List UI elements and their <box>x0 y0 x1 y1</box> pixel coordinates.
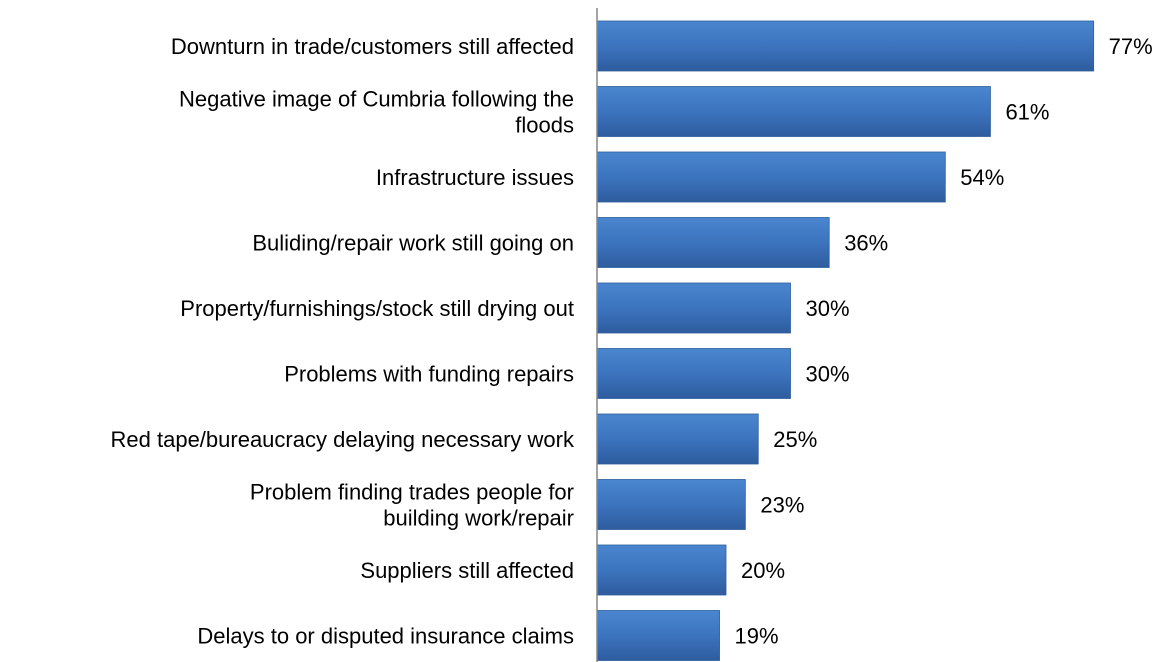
value-label-5: 30% <box>806 296 850 321</box>
bar-7 <box>596 413 759 465</box>
value-label-9: 20% <box>741 558 785 583</box>
category-label-2: Negative image of Cumbria following the f… <box>179 87 574 138</box>
category-label-9: Suppliers still affected <box>360 558 574 583</box>
bar-1 <box>596 20 1095 72</box>
category-label-1: Downturn in trade/customers still affect… <box>171 34 574 59</box>
bar-2 <box>596 86 991 137</box>
value-label-10: 19% <box>735 624 779 649</box>
bars-group <box>596 20 1095 661</box>
bar-3 <box>596 151 946 203</box>
category-label-6: Problems with funding repairs <box>284 362 574 387</box>
bar-4 <box>596 217 830 268</box>
category-labels-group: Downturn in trade/customers still affect… <box>111 34 575 649</box>
bar-10 <box>596 610 720 661</box>
bar-5 <box>596 282 791 334</box>
value-label-2: 61% <box>1005 100 1049 125</box>
value-label-6: 30% <box>806 362 850 387</box>
value-label-8: 23% <box>760 493 804 518</box>
value-label-1: 77% <box>1109 34 1153 59</box>
category-label-3: Infrastructure issues <box>376 165 574 190</box>
category-label-4: Buliding/repair work still going on <box>252 231 574 256</box>
bar-9 <box>596 544 727 596</box>
category-label-7: Red tape/bureaucracy delaying necessary … <box>111 427 575 452</box>
bar-6 <box>596 348 791 399</box>
category-label-8: Problem finding trades people for buildin… <box>250 480 574 531</box>
value-labels-group: 77% 61% 54% 36% 30% 30% 25% 23% 20% 19% <box>735 34 1153 649</box>
value-label-3: 54% <box>960 165 1004 190</box>
category-label-5: Property/furnishings/stock still drying … <box>180 296 574 321</box>
bar-8 <box>596 479 746 530</box>
value-label-4: 36% <box>844 231 888 256</box>
value-label-7: 25% <box>773 427 817 452</box>
category-label-10: Delays to or disputed insurance claims <box>197 624 574 649</box>
